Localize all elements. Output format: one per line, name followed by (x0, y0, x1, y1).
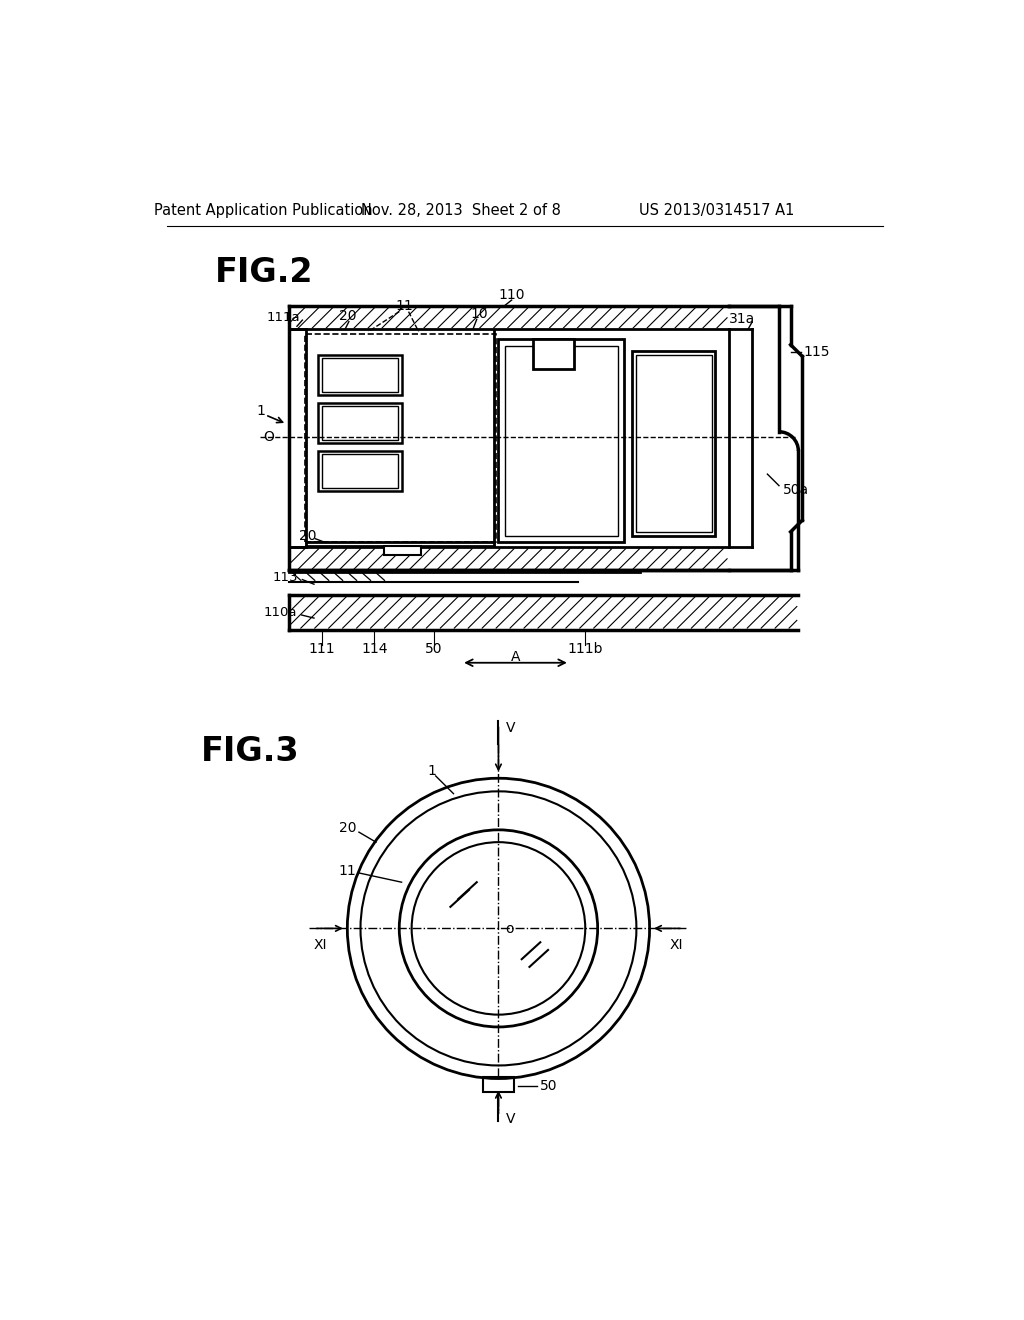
Bar (322, 454, 397, 488)
Text: 111a: 111a (266, 312, 300, 325)
Text: 20: 20 (339, 309, 356, 323)
Text: O: O (263, 430, 274, 444)
Text: 11: 11 (339, 863, 356, 878)
Text: 1: 1 (257, 404, 266, 418)
Text: 50: 50 (540, 1080, 558, 1093)
Text: 111b: 111b (567, 642, 603, 656)
Text: 111: 111 (308, 642, 335, 656)
Text: 110: 110 (499, 289, 525, 302)
Bar (632, 351, 716, 536)
Bar (636, 355, 712, 532)
Text: 20: 20 (339, 821, 356, 836)
Bar (505, 346, 617, 536)
Text: 110a: 110a (263, 606, 297, 619)
Bar (483, 1077, 514, 1093)
Bar (305, 334, 496, 543)
Text: 20: 20 (299, 529, 316, 543)
Text: V: V (506, 1113, 516, 1126)
Text: FIG.3: FIG.3 (201, 735, 300, 768)
Text: 50: 50 (425, 642, 442, 656)
Text: o: o (505, 923, 514, 936)
Text: XI: XI (313, 939, 327, 952)
Bar (322, 407, 397, 441)
Text: Patent Application Publication: Patent Application Publication (155, 203, 373, 218)
Text: 113: 113 (273, 570, 299, 583)
Bar (317, 404, 401, 444)
Text: 11: 11 (396, 300, 414, 313)
Bar (534, 339, 573, 368)
Text: 114: 114 (361, 642, 388, 656)
Bar (317, 451, 401, 491)
Text: FIG.2: FIG.2 (214, 256, 313, 289)
Bar (384, 545, 421, 554)
Bar (317, 355, 401, 395)
Text: 50a: 50a (783, 483, 809, 496)
Bar (322, 358, 397, 392)
Text: 10: 10 (470, 308, 487, 321)
Text: XI: XI (670, 939, 683, 952)
Text: 1: 1 (427, 763, 436, 777)
Text: 31a: 31a (729, 312, 755, 326)
Text: V: V (506, 721, 516, 735)
Bar (499, 339, 624, 543)
Text: Nov. 28, 2013  Sheet 2 of 8: Nov. 28, 2013 Sheet 2 of 8 (361, 203, 561, 218)
Text: A: A (511, 651, 520, 664)
Text: 115: 115 (804, 346, 830, 359)
Text: US 2013/0314517 A1: US 2013/0314517 A1 (639, 203, 795, 218)
